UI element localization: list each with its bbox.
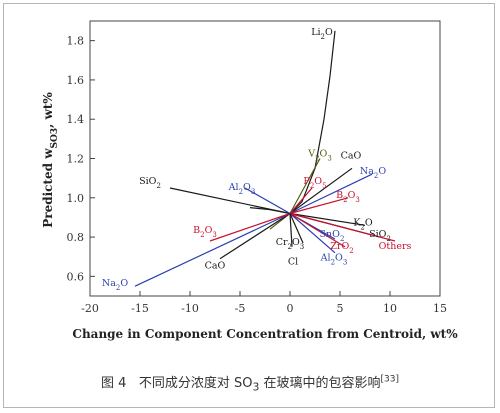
series-label: SnO2 bbox=[320, 229, 345, 243]
series-label: Li2O bbox=[311, 27, 333, 41]
x-axis-label: Change in Component Concentration from C… bbox=[72, 327, 458, 341]
figure-caption: 图 4 不同成分浓度对 SO3 在玻璃中的包容影响[33] bbox=[0, 372, 500, 394]
series-label: Na2O bbox=[360, 166, 386, 180]
series-label: V2O3 bbox=[307, 149, 332, 163]
caption-fig-number: 图 4 bbox=[101, 376, 127, 391]
series-label: CaO bbox=[205, 261, 226, 272]
series-label: K2O bbox=[353, 217, 373, 231]
series-label: CaO bbox=[341, 151, 362, 162]
series-label: ZrO2 bbox=[330, 241, 353, 255]
series-label: Al2O3 bbox=[320, 253, 348, 267]
x-tick-label: 5 bbox=[337, 302, 344, 315]
x-tick-label: -10 bbox=[181, 302, 199, 315]
y-tick-label: 0.8 bbox=[67, 231, 85, 244]
x-tick-label: 10 bbox=[383, 302, 397, 315]
y-tick-label: 1.8 bbox=[67, 35, 85, 48]
caption-sub: 3 bbox=[252, 380, 260, 394]
figure-frame bbox=[3, 3, 495, 408]
series-line-p2o5 bbox=[289, 187, 313, 214]
caption-ref: [33] bbox=[380, 374, 399, 385]
x-tick-label: -20 bbox=[81, 302, 99, 315]
series-label: B2O3 bbox=[193, 225, 217, 239]
series-line-cl bbox=[289, 213, 293, 247]
series-line-zro2 bbox=[289, 212, 346, 248]
x-tick-label: -5 bbox=[235, 302, 246, 315]
series-label: P2O5 bbox=[303, 176, 326, 190]
plot-area bbox=[89, 20, 441, 297]
y-tick-label: 1.4 bbox=[67, 113, 85, 126]
series-label: SiO2 bbox=[369, 229, 391, 243]
y-tick-label: 1.6 bbox=[67, 74, 85, 87]
x-tick-label: 0 bbox=[287, 302, 294, 315]
series-line-k2o bbox=[289, 212, 366, 226]
series-label: B2O3 bbox=[336, 190, 360, 204]
series-line-cr2o3 bbox=[289, 213, 304, 244]
y-tick-label: 1.2 bbox=[67, 153, 85, 166]
series-label: Na2O bbox=[102, 278, 128, 292]
series-line-v2o3 bbox=[269, 158, 321, 230]
y-tick-label: 0.6 bbox=[67, 270, 85, 283]
caption-tail: 在玻璃中的包容影响 bbox=[259, 376, 381, 391]
series-label: SiO2 bbox=[139, 176, 161, 190]
series-label: Cl bbox=[288, 257, 298, 268]
x-tick-label: -15 bbox=[131, 302, 149, 315]
caption-text: 不同成分浓度对 SO bbox=[138, 376, 253, 391]
series-line-others bbox=[289, 212, 396, 242]
series-label: Al2O3 bbox=[228, 182, 256, 196]
x-tick-label: 15 bbox=[433, 302, 447, 315]
y-tick-label: 1.0 bbox=[67, 192, 85, 205]
series-label: Cr2O3 bbox=[276, 237, 305, 251]
y-axis-label: Predicted wSO3, wt% bbox=[41, 92, 60, 228]
series-label: Others bbox=[379, 241, 412, 252]
